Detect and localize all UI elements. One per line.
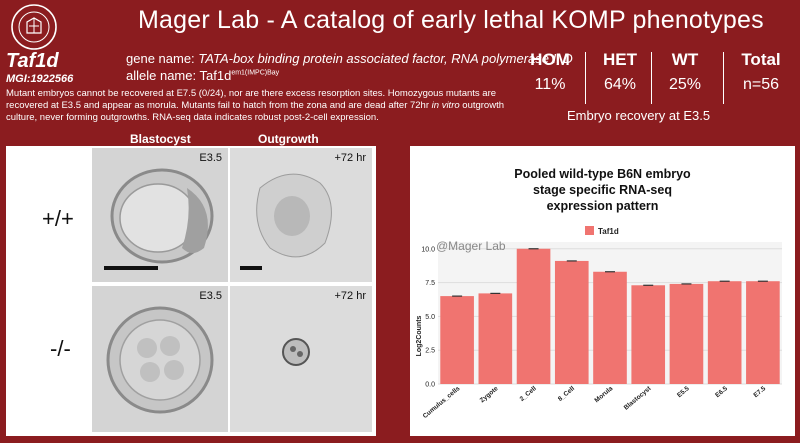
micrograph-wt-outgrowth: +72 hr xyxy=(230,148,372,282)
chart-bar-e6-5 xyxy=(707,281,742,384)
microscopy-panel: Blastocyst Outgrowth +/+ -/- E3.5 +72 hr… xyxy=(6,132,376,436)
arrested-embryo-image xyxy=(282,338,310,366)
chart-title-line-2: stage specific RNA-seq xyxy=(533,183,672,197)
stat-total-label: Total xyxy=(741,50,781,69)
stat-hom-label: HOM xyxy=(530,50,570,69)
allele-name-line: allele name: Taf1dem1(IMPC)Bay xyxy=(126,68,279,83)
chart-title-line-3: expression pattern xyxy=(546,199,659,213)
micrograph-mut-blastocyst: E3.5 xyxy=(92,286,228,432)
blastocyst-embryo-image xyxy=(104,168,214,270)
stat-divider xyxy=(651,52,652,104)
chart-x-tick-label: Morula xyxy=(593,385,614,404)
row-label-mutant: -/- xyxy=(50,336,71,361)
description-part2: outgrowth culture, never forming outgrow… xyxy=(6,100,505,123)
chart-bars xyxy=(440,248,780,384)
stat-het-label: HET xyxy=(603,50,637,69)
chart-bar-morula xyxy=(593,271,627,384)
phenotype-description: Mutant embryos cannot be recovered at E7… xyxy=(6,88,516,124)
chart-bar-2-cell xyxy=(516,248,551,384)
stat-total-value: n=56 xyxy=(742,76,780,93)
chart-title-line-1: Pooled wild-type B6N embryo xyxy=(514,167,691,181)
micrograph-tag: E3.5 xyxy=(199,290,222,302)
chart-x-tick-label: E6.5 xyxy=(714,385,729,399)
allele-name-label: allele name: xyxy=(126,68,197,83)
genotype-stats: HOM 11% HET 64% WT 25% Total n=56 xyxy=(515,50,800,120)
chart-x-tick-label: 8_Cell xyxy=(557,385,576,403)
outgrowth-cells-image xyxy=(240,173,332,270)
chart-y-tick-label: 0.0 xyxy=(425,382,435,389)
chart-bar-blastocyst xyxy=(631,285,666,384)
chart-bar-e7-5 xyxy=(746,281,780,384)
gene-name-value: TATA-box binding protein associated fact… xyxy=(198,51,573,66)
allele-superscript: em1(IMPC)Bay xyxy=(231,69,280,77)
stat-divider xyxy=(585,52,586,104)
chart-bar-e5-5 xyxy=(669,283,704,384)
micrograph-mut-outgrowth: +72 hr xyxy=(230,286,372,432)
chart-x-tick-label: Blastocyst xyxy=(623,385,653,412)
chart-y-tick-label: 5.0 xyxy=(425,314,435,321)
chart-y-axis-label: Log2Counts xyxy=(416,315,423,356)
expression-bar-chart: 0.0 2.5 5.0 7.5 10.0 Cumulus_cells Zygote 2_Ce… xyxy=(416,226,782,420)
chart-y-ticks: 0.0 2.5 5.0 7.5 10.0 xyxy=(421,246,435,388)
chart-bar-8-cell xyxy=(554,260,589,384)
legend-swatch xyxy=(585,226,594,235)
chart-bar-cumulus-cells xyxy=(440,296,474,384)
chart-x-ticks: Cumulus_cells Zygote 2_Cell 8_Cell Morula Bla… xyxy=(422,385,768,420)
stat-divider xyxy=(723,52,724,104)
chart-y-tick-label: 10.0 xyxy=(421,246,435,253)
stat-wt: WT 25% xyxy=(655,50,715,94)
university-seal-logo xyxy=(11,4,57,50)
stat-het-value: 64% xyxy=(603,76,637,93)
legend-label: Taf1d xyxy=(598,227,619,236)
chart-x-tick-label: E7.5 xyxy=(752,385,767,399)
column-header-blastocyst: Blastocyst xyxy=(130,132,191,146)
stat-total: Total n=56 xyxy=(727,50,795,94)
gene-symbol: Taf1d xyxy=(6,50,59,72)
gene-name-label: gene name: xyxy=(126,51,195,66)
allele-base: Taf1d xyxy=(199,68,232,83)
page-title: Mager Lab - A catalog of early lethal KO… xyxy=(138,6,764,34)
stat-wt-label: WT xyxy=(671,50,699,69)
chart-x-tick-label: E5.5 xyxy=(676,385,691,399)
chart-x-tick-label: Zygote xyxy=(479,385,500,404)
column-header-outgrowth: Outgrowth xyxy=(258,132,319,146)
stat-wt-value: 25% xyxy=(668,76,702,93)
gene-name-line: gene name: TATA-box binding protein asso… xyxy=(126,51,573,66)
row-label-wildtype: +/+ xyxy=(42,206,74,231)
morula-embryo-image xyxy=(106,306,214,414)
mgi-id: MGI:1922566 xyxy=(6,73,74,85)
rnaseq-chart-panel: Pooled wild-type B6N embryo stage specif… xyxy=(410,146,795,436)
chart-watermark: @Mager Lab xyxy=(436,239,506,253)
embryo-recovery-caption: Embryo recovery at E3.5 xyxy=(567,108,711,123)
micrograph-tag: E3.5 xyxy=(199,152,222,164)
micrograph-tag: +72 hr xyxy=(334,152,367,164)
description-italic: in vitro xyxy=(431,100,460,111)
micrograph-tag: +72 hr xyxy=(334,290,367,302)
micrograph-wt-blastocyst: E3.5 xyxy=(92,148,228,282)
chart-x-tick-label: 2_Cell xyxy=(519,385,538,403)
description-part1: Mutant embryos cannot be recovered at E7… xyxy=(6,88,497,111)
stat-het: HET 64% xyxy=(590,50,650,94)
chart-y-tick-label: 7.5 xyxy=(425,280,435,287)
stat-hom: HOM 11% xyxy=(520,50,580,94)
stat-hom-value: 11% xyxy=(534,76,566,93)
chart-y-tick-label: 2.5 xyxy=(425,348,435,355)
chart-x-tick-label: Cumulus_cells xyxy=(422,385,462,420)
chart-bar-zygote xyxy=(478,293,513,384)
